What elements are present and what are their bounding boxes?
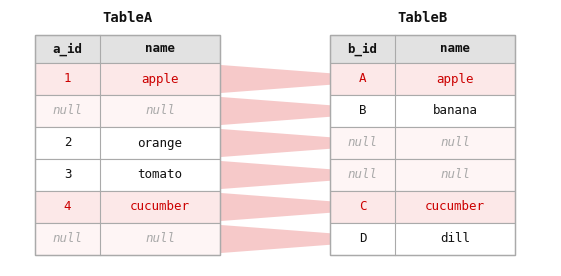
Bar [330,223,515,255]
Bar [330,159,515,191]
Text: b_id: b_id [347,42,378,56]
Text: cucumber: cucumber [130,200,190,214]
Text: 3: 3 [64,169,71,182]
Text: null: null [440,137,470,150]
Bar [330,127,515,159]
Text: cucumber: cucumber [425,200,485,214]
Text: null: null [53,105,82,118]
Text: null: null [53,232,82,245]
Text: name: name [145,43,175,55]
Polygon shape [220,161,330,189]
Bar [330,191,515,223]
Bar [330,35,515,255]
Text: dill: dill [440,232,470,245]
Polygon shape [220,65,330,93]
Polygon shape [220,193,330,221]
Bar [330,35,515,63]
Text: B: B [358,105,366,118]
Bar [330,63,515,95]
Text: 4: 4 [64,200,71,214]
Text: null: null [145,105,175,118]
Text: null: null [440,169,470,182]
Text: 1: 1 [64,73,71,86]
Bar [35,223,220,255]
Bar [35,63,220,95]
Text: null: null [347,169,378,182]
Bar [35,35,220,63]
Text: tomato: tomato [137,169,182,182]
Text: name: name [440,43,470,55]
Polygon shape [220,129,330,157]
Text: apple: apple [436,73,473,86]
Text: a_id: a_id [53,42,82,56]
Polygon shape [220,97,330,125]
Bar [35,127,220,159]
Bar [35,191,220,223]
Text: 2: 2 [64,137,71,150]
Bar [35,95,220,127]
Text: TableB: TableB [397,11,448,25]
Bar [330,95,515,127]
Text: banana: banana [433,105,477,118]
Text: TableA: TableA [102,11,153,25]
Text: D: D [358,232,366,245]
Text: orange: orange [137,137,182,150]
Bar [35,35,220,255]
Polygon shape [220,225,330,253]
Text: null: null [145,232,175,245]
Text: apple: apple [141,73,179,86]
Text: A: A [358,73,366,86]
Bar [35,159,220,191]
Text: C: C [358,200,366,214]
Text: null: null [347,137,378,150]
